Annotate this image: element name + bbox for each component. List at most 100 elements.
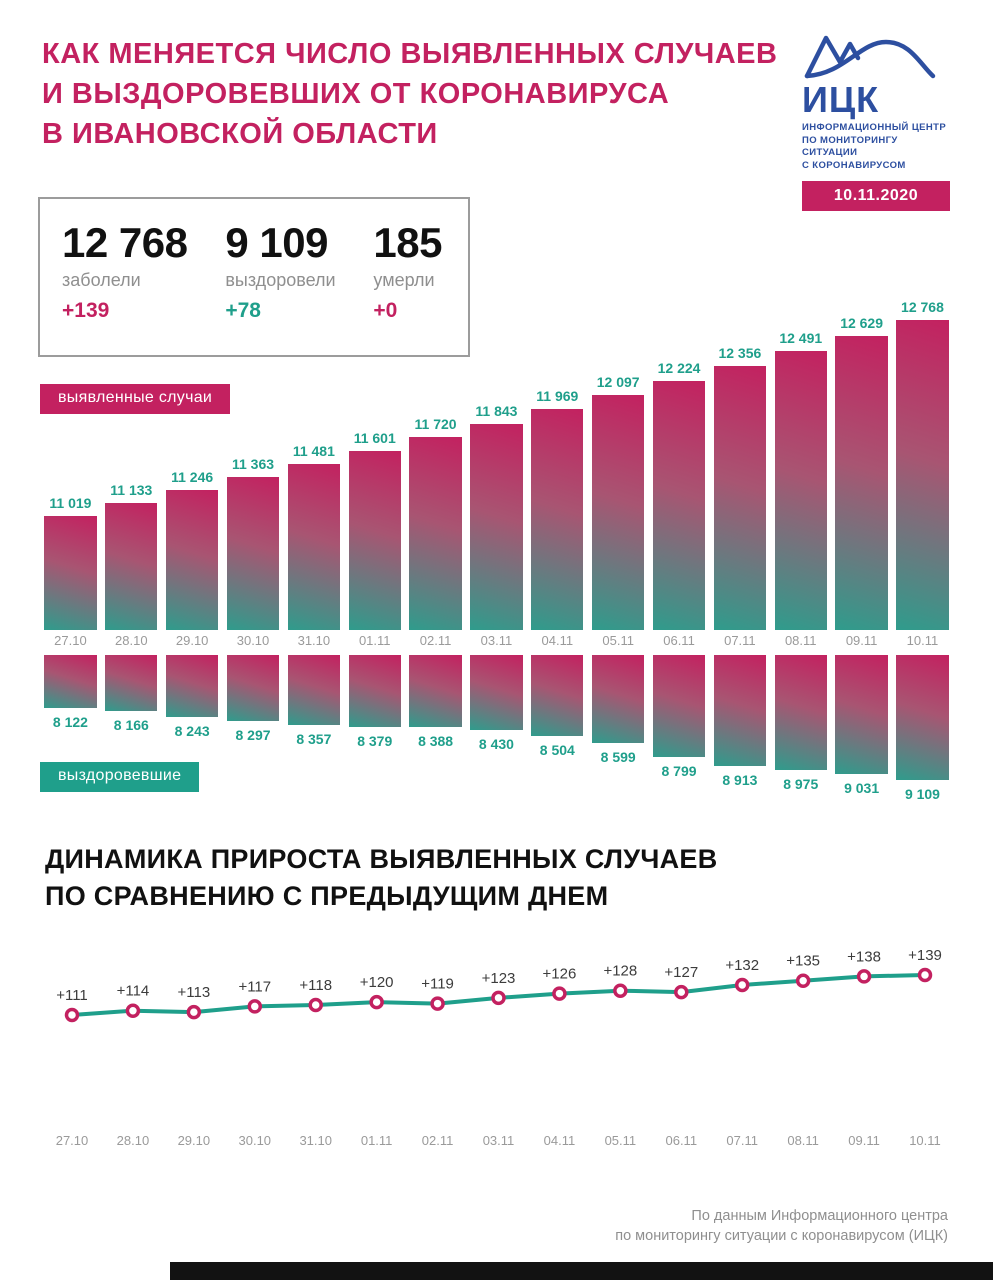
bar-value-label: 12 629 (840, 315, 884, 331)
date-tick: 09.11 (845, 633, 878, 648)
bar-value-label: 11 481 (292, 443, 335, 459)
bar-column: 8 243 (162, 655, 223, 805)
summary-stats-box: 12 768 заболели +139 9 109 выздоровели +… (38, 197, 470, 357)
bar (348, 451, 401, 630)
date-tick: 02.11 (419, 633, 452, 648)
trend-date-label: 07.11 (726, 1133, 758, 1148)
bar-column: 8 388 (405, 655, 466, 805)
date-tick: 05.11 (602, 633, 634, 648)
stat-deaths: 185 умерли +0 (373, 219, 442, 355)
bar (652, 381, 706, 630)
trend-date-label: 10.11 (909, 1133, 941, 1148)
trend-date-label: 08.11 (787, 1133, 819, 1148)
bar-column: 8 297 (223, 655, 284, 805)
trend-value-label: +126 (543, 966, 577, 983)
bar (835, 655, 888, 774)
trend-value-label: +117 (238, 978, 271, 995)
bar-value-label: 9 109 (904, 786, 940, 802)
trend-title-line: ПО СРАВНЕНИЮ С ПРЕДЫДУЩИМ ДНЕМ (45, 881, 609, 911)
trend-point (430, 996, 445, 1011)
trend-point (308, 997, 323, 1013)
date-tick: 10.11 (906, 633, 939, 648)
bar-column: 12 356 (709, 292, 770, 630)
ick-org-line: ПО МОНИТОРИНГУ СИТУАЦИИ (802, 134, 898, 159)
trend-point (247, 999, 263, 1014)
bar (774, 351, 827, 630)
bar-column: 11 720 (405, 292, 466, 630)
trend-value-label: +132 (725, 957, 759, 974)
bar-value-label: 11 601 (353, 430, 396, 446)
ick-logo-abbr: ИЦК (802, 79, 880, 120)
trend-value-label: +120 (360, 974, 394, 991)
stat-value: 12 768 (62, 219, 188, 266)
trend-point (125, 1003, 141, 1018)
trend-value-label: +113 (178, 984, 211, 1001)
bar-column: 11 969 (527, 292, 588, 630)
trend-date-label: 29.10 (178, 1133, 211, 1148)
bar-value-label: 8 243 (174, 723, 210, 739)
bar-value-label: 9 031 (844, 780, 880, 796)
bar-value-label: 11 019 (49, 495, 92, 511)
bar-value-label: 11 133 (110, 482, 153, 498)
bar (592, 655, 645, 743)
bar-column: 12 768 (892, 292, 953, 630)
bar (105, 655, 158, 711)
trend-date-label: 04.11 (544, 1133, 576, 1148)
footer-bar (170, 1262, 993, 1280)
daily-increase-line-chart: +111 27.10 +114 28.10 +113 29.10 +117 30.10 +118… (56, 947, 942, 1148)
bar-column: 8 430 (466, 655, 527, 805)
bar (348, 655, 401, 727)
trend-point (734, 977, 750, 993)
bar-value-label: 11 843 (475, 403, 518, 419)
bar (287, 464, 341, 630)
bar-value-label: 12 097 (596, 374, 640, 390)
date-tick: 04.11 (541, 633, 574, 648)
trend-point (795, 973, 811, 988)
bar-value-label: 8 357 (296, 731, 332, 747)
bar (713, 366, 767, 630)
date-tick: 07.11 (724, 633, 756, 648)
date-tick: 01.11 (358, 633, 391, 648)
bar-value-label: 12 491 (779, 330, 823, 346)
bar (835, 336, 888, 630)
bar-value-label: 11 969 (536, 388, 579, 404)
bar (531, 655, 584, 736)
trend-value-label: +123 (482, 970, 516, 987)
bar (165, 490, 219, 630)
bar-column: 11 481 (283, 292, 344, 630)
ick-org-line: С КОРОНАВИРУСОМ (802, 159, 906, 171)
page-title: КАК МЕНЯЕТСЯ ЧИСЛО ВЫЯВЛЕННЫХ СЛУЧАЕВ И … (42, 34, 777, 154)
trend-value-label: +135 (786, 953, 820, 970)
stat-delta: +78 (225, 299, 261, 322)
trend-point (186, 1004, 202, 1020)
bar-column: 8 357 (283, 655, 344, 805)
ick-logo-block: ИЦК ИНФОРМАЦИОННЫЙ ЦЕНТР ПО МОНИТОРИНГУ … (802, 26, 954, 211)
bar (774, 655, 827, 770)
trend-value-label: +119 (421, 976, 454, 993)
stat-delta: +0 (373, 299, 398, 322)
trend-date-label: 02.11 (422, 1133, 454, 1148)
bar-column: 12 629 (831, 292, 892, 630)
trend-point (613, 983, 628, 998)
stat-label: выздоровели (225, 270, 336, 290)
bar (652, 655, 706, 757)
recovered-chart-badge: выздоровевшие (40, 762, 200, 792)
bar-column: 11 843 (466, 292, 527, 630)
bar (105, 503, 158, 630)
bar-value-label: 8 913 (722, 772, 758, 788)
bar-column: 11 019 (40, 292, 101, 630)
date-tick: 27.10 (54, 633, 87, 648)
bar (165, 655, 219, 717)
trend-section-title: ДИНАМИКА ПРИРОСТА ВЫЯВЛЕННЫХ СЛУЧАЕВ ПО … (45, 841, 718, 915)
trend-value-label: +138 (847, 948, 881, 965)
bar-value-label: 8 504 (539, 742, 575, 758)
bar-column: 11 246 (162, 292, 223, 630)
bar-column: 12 097 (588, 292, 649, 630)
bar-value-label: 8 166 (113, 717, 149, 733)
trend-date-label: 31.10 (299, 1133, 332, 1148)
bar-column: 11 601 (344, 292, 405, 630)
bar-column: 11 363 (223, 292, 284, 630)
stat-label: заболели (62, 270, 141, 290)
date-tick: 06.11 (663, 633, 695, 648)
bar-column: 8 913 (709, 655, 770, 805)
